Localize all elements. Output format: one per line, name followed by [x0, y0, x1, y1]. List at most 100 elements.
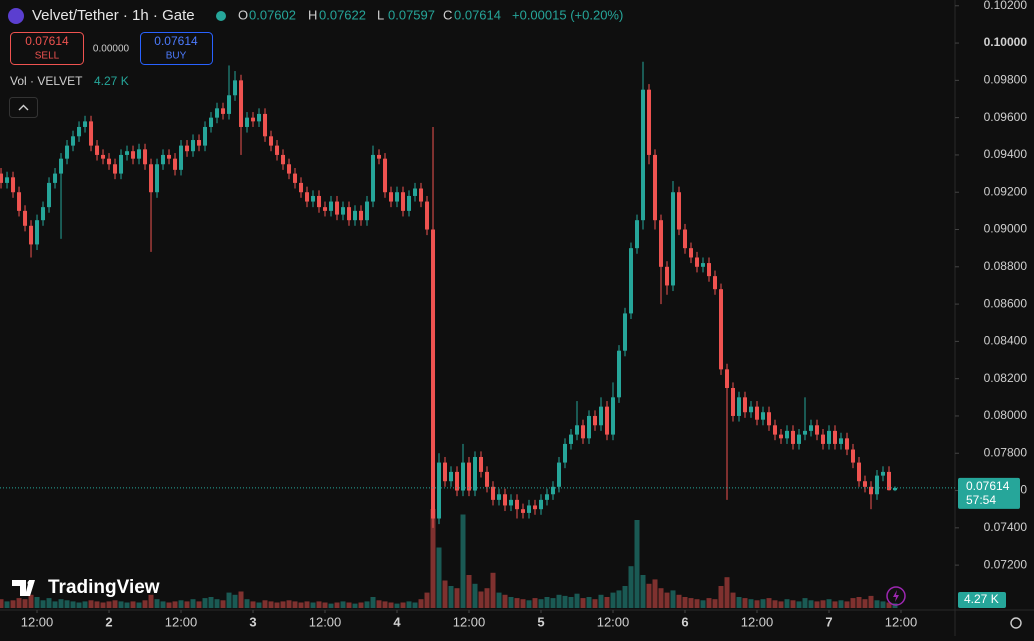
last-price-label: 0.07614	[966, 479, 1010, 493]
volume-bar	[172, 601, 178, 608]
ohlc-key: L	[377, 7, 384, 22]
volume-bar	[400, 602, 406, 608]
candle-body	[227, 95, 232, 114]
candle-body	[587, 415, 592, 439]
volume-bar	[664, 592, 670, 608]
candle-body	[287, 164, 292, 174]
candle-body	[611, 397, 616, 435]
candle-body	[479, 456, 484, 472]
collapse-button[interactable]	[9, 97, 38, 118]
volume-bar	[262, 600, 268, 608]
volume-bar	[388, 602, 394, 608]
candle-body	[635, 220, 640, 249]
volume-bar	[34, 597, 40, 608]
alert-icon[interactable]	[886, 586, 906, 606]
candle-body	[17, 192, 22, 211]
y-tick-label: 0.08000	[984, 408, 1028, 422]
candle-body	[437, 462, 442, 519]
candle-body	[425, 201, 430, 230]
candle-body	[401, 192, 406, 211]
volume-bar	[532, 598, 538, 608]
candle-body	[245, 117, 250, 127]
volume-bar	[820, 600, 826, 608]
volume-bar	[382, 601, 388, 608]
candle-body	[11, 177, 16, 193]
volume-bar	[412, 602, 418, 608]
volume-bar	[4, 601, 10, 608]
volume-bar	[778, 601, 784, 608]
y-tick-label: 0.10200	[984, 0, 1028, 12]
volume-bar	[322, 602, 328, 608]
ohlc-value: 0.07614	[454, 7, 501, 22]
candle-body	[5, 177, 10, 183]
ohlc-value: 0.07622	[319, 7, 366, 22]
candle-body	[317, 195, 322, 208]
volume-bar	[64, 600, 70, 608]
volume-bar	[832, 601, 838, 608]
candle-body	[65, 145, 70, 159]
candle-body	[455, 471, 460, 491]
candle-body	[467, 462, 472, 491]
candle-body	[593, 415, 598, 426]
candle-body	[545, 494, 550, 500]
candle-body	[755, 406, 760, 420]
sell-price[interactable]: 0.07614	[25, 34, 69, 48]
candle-body	[575, 425, 580, 435]
candle-body	[893, 487, 898, 491]
volume-bar	[178, 600, 184, 608]
brand-logo-dot	[27, 580, 33, 586]
x-tick-label: 4	[393, 614, 401, 629]
volume-bar	[604, 597, 610, 608]
settings-icon[interactable]	[1010, 617, 1022, 629]
candle-body	[845, 438, 850, 450]
volume-bar	[880, 601, 886, 608]
volume-bar	[616, 590, 622, 608]
candle-body	[329, 201, 334, 211]
candle-body	[623, 313, 628, 351]
volume-bar	[430, 509, 436, 608]
volume-bar	[160, 601, 166, 608]
volume-bar	[94, 601, 100, 608]
volume-bar	[490, 572, 496, 608]
candle-body	[713, 276, 718, 290]
volume-bar	[850, 598, 856, 608]
volume-bar	[868, 595, 874, 608]
volume-label-box	[958, 592, 1006, 608]
volume-bar	[346, 602, 352, 608]
volume-bar	[760, 599, 766, 608]
y-tick-label: 0.08800	[984, 259, 1028, 273]
symbol-title[interactable]: Velvet/Tether · 1h · Gate	[32, 7, 195, 24]
volume-bar	[676, 594, 682, 608]
candle-body	[413, 188, 418, 196]
buy-label[interactable]: BUY	[166, 51, 187, 62]
buy-button[interactable]	[140, 32, 213, 65]
candle-body	[107, 158, 112, 165]
volume-bar	[838, 600, 844, 608]
ohlc-legend: O 0.07602 H 0.07622 L 0.07597 C 0.07614	[238, 7, 501, 22]
y-tick-label: 0.07800	[984, 445, 1028, 459]
candle-body	[749, 406, 754, 413]
candle-body	[347, 207, 352, 221]
volume-bar	[748, 599, 754, 608]
volume-bar	[784, 599, 790, 608]
volume-bar	[184, 601, 190, 608]
volume-bar	[424, 592, 430, 608]
candle-body	[293, 173, 298, 183]
y-tick-label: 0.08400	[984, 334, 1028, 348]
market-status	[216, 11, 226, 21]
volume-bar	[190, 599, 196, 608]
sell-button[interactable]	[10, 32, 84, 65]
buy-price[interactable]: 0.07614	[154, 34, 198, 48]
candle-body	[491, 486, 496, 500]
candle-body	[473, 456, 478, 491]
volume-bar	[130, 601, 136, 608]
candle-body	[113, 164, 118, 174]
volume-bar	[364, 601, 370, 608]
candle-body	[629, 248, 634, 314]
candle-body	[0, 173, 4, 183]
volume-bar	[682, 597, 688, 608]
brand[interactable]: TradingView	[48, 577, 160, 598]
candle-body	[335, 201, 340, 215]
sell-label[interactable]: SELL	[35, 51, 60, 62]
candle-body	[341, 207, 346, 215]
